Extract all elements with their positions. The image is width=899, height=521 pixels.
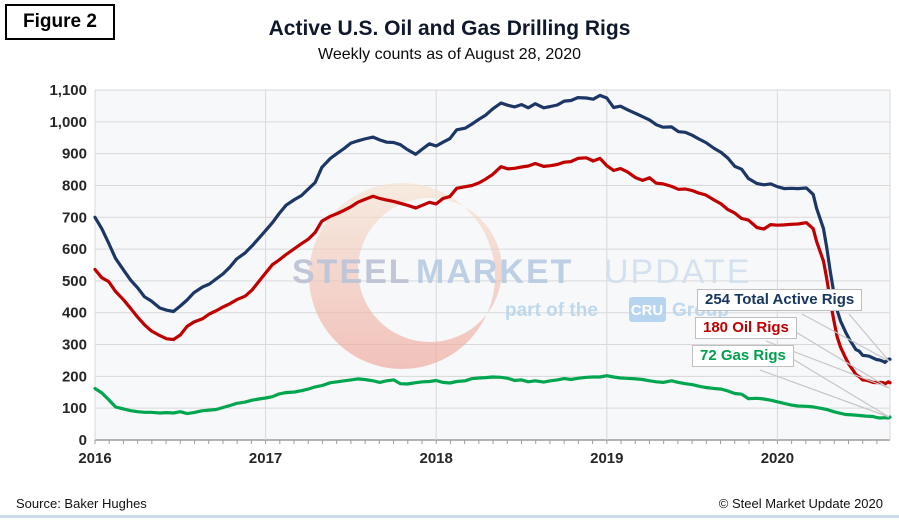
copyright-note: © Steel Market Update 2020: [718, 496, 883, 511]
bottom-rule: [0, 515, 899, 518]
y-axis-tick-label: 800: [62, 177, 87, 194]
watermark-word-market: MARKET: [416, 253, 573, 291]
y-axis-tick-label: 200: [62, 368, 87, 385]
crescent-logo-icon: [309, 183, 502, 369]
source-note: Source: Baker Hughes: [16, 496, 147, 511]
axis-labels: 0 100 200 300 400 500 600 700 800 900 1,000 1,100 20…: [49, 82, 794, 467]
callout-leader-lines: [759, 313, 890, 418]
y-axis-tick-label: 700: [62, 209, 87, 226]
plot-area: [95, 90, 890, 440]
figure-number-label: Figure 2: [23, 11, 97, 32]
y-axis-tick-label: 400: [62, 305, 87, 322]
y-axis-tick-label: 600: [62, 241, 87, 258]
watermark-tagline-prefix: part of the: [505, 300, 598, 321]
x-axis-tick-label: 2020: [761, 450, 794, 467]
y-axis-tick-label: 1,100: [49, 82, 87, 99]
y-axis-tick-label: 500: [62, 273, 87, 290]
y-axis-tick-label: 900: [62, 146, 87, 163]
watermark-word-steel: STEEL: [292, 253, 412, 291]
series-line-oil-rigs: [93, 156, 892, 386]
series-lines: [93, 93, 892, 420]
watermark-word-update: UPDATE: [604, 253, 751, 291]
x-axis-tick-label: 2016: [78, 450, 111, 467]
x-axis-tick-label: 2019: [590, 450, 623, 467]
callout-oil-rigs: 180 Oil Rigs: [695, 317, 797, 339]
x-axis-tick-label: 2018: [420, 450, 453, 467]
chart-subtitle: Weekly counts as of August 28, 2020: [318, 46, 581, 63]
smu-watermark-logo: STEEL MARKET UPDATE part of the CRU Grou…: [292, 183, 751, 369]
figure-number-box: Figure 2: [5, 4, 115, 40]
y-axis-tick-label: 0: [79, 432, 87, 449]
y-axis-tick-label: 1,000: [49, 114, 87, 131]
series-line-total-active-rigs: [93, 93, 892, 364]
axis-ticks: [94, 440, 878, 444]
chart-title: Active U.S. Oil and Gas Drilling Rigs: [268, 17, 631, 40]
y-axis-tick-label: 300: [62, 337, 87, 354]
x-axis-tick-label: 2017: [249, 450, 282, 467]
cru-logo-text: CRU: [631, 302, 664, 319]
callout-gas-rigs: 72 Gas Rigs: [692, 345, 794, 367]
cru-logo-box: [629, 297, 666, 322]
series-line-gas-rigs: [93, 374, 892, 420]
callout-total-active-rigs: 254 Total Active Rigs: [697, 289, 863, 311]
y-axis-tick-label: 100: [62, 400, 87, 417]
